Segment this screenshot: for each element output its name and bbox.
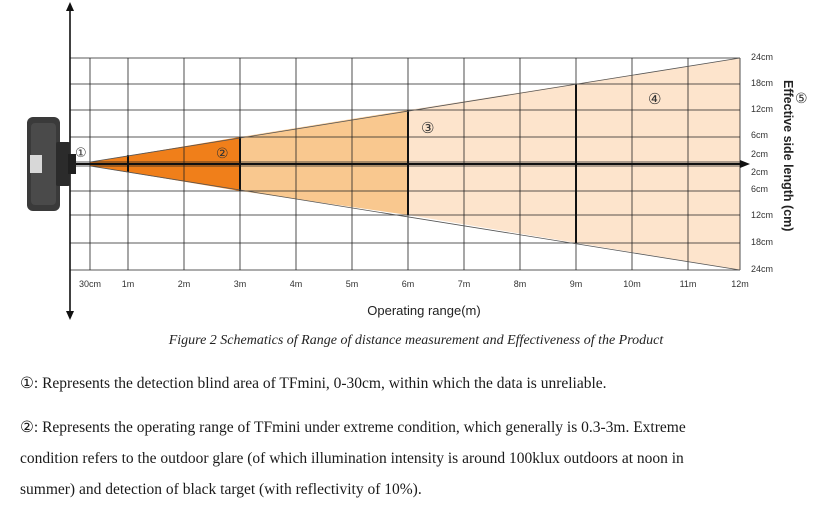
zone-3-area (240, 110, 408, 215)
x-tick-label: 2m (178, 279, 191, 289)
y-tick-label: 18cm (751, 237, 773, 247)
x-tick-label: 30cm (79, 279, 101, 289)
y-tick-labels: 24cm 18cm 12cm 6cm 2cm 2cm 6cm 12cm 18cm 24cm (751, 52, 773, 274)
marker-3: ③ (421, 119, 434, 137)
y-tick-label: 24cm (751, 52, 773, 62)
y-tick-label: 6cm (751, 130, 768, 140)
cone-outline (89, 57, 741, 271)
x-tick-label: 12m (731, 279, 749, 289)
paragraph-2-line-2: condition refers to the outdoor glare (o… (20, 450, 684, 467)
x-tick-label: 5m (346, 279, 359, 289)
y-tick-label: 2cm (751, 167, 768, 177)
y-axis-label: Effective side length (cm) (781, 80, 795, 231)
x-tick-label: 10m (623, 279, 641, 289)
x-tick-label: 1m (122, 279, 135, 289)
marker-1: ① (75, 146, 87, 161)
y-tick-label: 18cm (751, 78, 773, 88)
x-axis-label: Operating range(m) (367, 303, 480, 318)
tfmini-device-icon (27, 117, 76, 211)
x-tick-label: 3m (234, 279, 247, 289)
paragraph-2-line-1: ②: Represents the operating range of TFm… (20, 419, 686, 436)
x-tick-label: 9m (570, 279, 583, 289)
paragraph-2-line-3: summer) and detection of black target (w… (20, 481, 422, 498)
x-tick-label: 7m (458, 279, 471, 289)
y-tick-label: 6cm (751, 184, 768, 194)
y-tick-label: 12cm (751, 210, 773, 220)
zone-markers: ① ② ③ ④ ⑤ (75, 90, 808, 162)
x-tick-label: 8m (514, 279, 527, 289)
y-tick-label: 12cm (751, 104, 773, 114)
y-tick-label: 24cm (751, 264, 773, 274)
x-tick-label: 11m (680, 279, 697, 289)
marker-4: ④ (648, 90, 661, 108)
y-tick-label: 2cm (751, 149, 768, 159)
marker-2: ② (216, 146, 229, 162)
x-tick-label: 4m (290, 279, 303, 289)
x-tick-labels: 30cm 1m 2m 3m 4m 5m 6m 7m 8m 9m 10m 11m 12m (79, 279, 749, 289)
figure-caption: Figure 2 Schematics of Range of distance… (168, 333, 664, 348)
x-tick-label: 6m (402, 279, 415, 289)
paragraph-1: ①: Represents the detection blind area o… (20, 375, 607, 392)
marker-5: ⑤ (795, 91, 808, 107)
